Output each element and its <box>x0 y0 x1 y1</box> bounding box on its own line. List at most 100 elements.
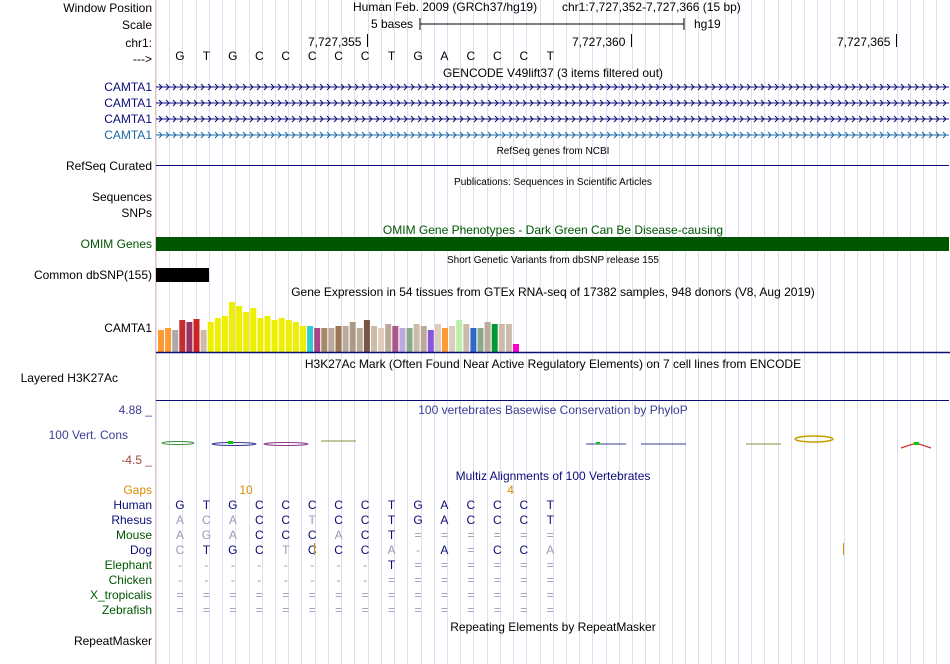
strand-chevron <box>928 115 933 123</box>
strand-chevron <box>935 131 940 139</box>
dbsnp-label[interactable]: Common dbSNP(155) <box>33 268 152 282</box>
species-label[interactable]: Dog <box>129 543 152 557</box>
gtex-tissue-bar <box>300 326 306 352</box>
strand-chevron <box>515 99 520 107</box>
gencode-track-label[interactable]: CAMTA1 <box>104 80 152 94</box>
strand-arrow-label: ---> <box>133 52 152 66</box>
reference-base: T <box>546 49 554 63</box>
omim-gene-bar[interactable] <box>156 237 949 251</box>
publications-label[interactable]: Sequences <box>91 190 152 204</box>
species-label[interactable]: Chicken <box>108 573 152 587</box>
gaps-label: Gaps <box>123 483 152 497</box>
alignment-base: C <box>519 543 529 557</box>
strand-chevron <box>690 99 695 107</box>
gencode-transcript[interactable] <box>156 82 950 92</box>
gtex-tissue-bar <box>477 328 484 352</box>
strand-chevron <box>445 83 450 91</box>
gtex-tissue-bar <box>456 320 463 352</box>
species-label[interactable]: X_tropicalis <box>89 588 152 602</box>
gencode-track-label[interactable]: CAMTA1 <box>104 96 152 110</box>
strand-chevron <box>165 115 170 123</box>
strand-chevron <box>249 131 254 139</box>
strand-chevron <box>200 99 205 107</box>
strand-chevron <box>627 115 632 123</box>
repeatmasker-label[interactable]: RepeatMasker <box>73 634 152 648</box>
species-label[interactable]: Elephant <box>104 558 152 572</box>
gencode-track-label[interactable]: CAMTA1 <box>104 112 152 126</box>
alignment-base: C <box>360 498 370 512</box>
multiz-title: Multiz Alignments of 100 Vertebrates <box>455 469 651 483</box>
strand-chevron <box>242 99 247 107</box>
alignment-base: = <box>467 603 475 617</box>
strand-chevron <box>662 115 667 123</box>
strand-chevron <box>683 131 688 139</box>
strand-chevron <box>935 115 940 123</box>
strand-chevron <box>354 131 359 139</box>
strand-chevron <box>746 83 751 91</box>
strand-chevron <box>781 83 786 91</box>
strand-chevron <box>697 83 702 91</box>
strand-chevron <box>704 99 709 107</box>
strand-chevron <box>193 115 198 123</box>
strand-chevron <box>529 131 534 139</box>
alignment-base: C <box>202 513 211 527</box>
strand-chevron <box>564 83 569 91</box>
strand-chevron <box>571 99 576 107</box>
alignment-base: = <box>255 588 263 602</box>
strand-chevron <box>795 99 800 107</box>
strand-chevron <box>767 83 772 91</box>
strand-chevron <box>802 99 807 107</box>
species-label[interactable]: Zebrafish <box>101 603 152 617</box>
strand-chevron <box>200 131 205 139</box>
gtex-tissue-bar <box>186 322 193 352</box>
species-label[interactable]: Rhesus <box>111 513 152 527</box>
gencode-track-label[interactable]: CAMTA1 <box>104 128 152 142</box>
phylop-signal[interactable] <box>156 432 950 454</box>
strand-chevron <box>851 131 856 139</box>
omim-label[interactable]: OMIM Genes <box>80 237 152 251</box>
strand-chevron <box>774 99 779 107</box>
strand-chevron <box>417 83 422 91</box>
strand-chevron <box>928 83 933 91</box>
strand-chevron <box>291 115 296 123</box>
scale-label: Scale <box>121 18 152 32</box>
alignment-base: = <box>493 573 501 587</box>
strand-chevron <box>753 115 758 123</box>
refseq-title: RefSeq genes from NCBI <box>496 146 610 157</box>
dbsnp-variant-bar[interactable] <box>156 268 209 282</box>
strand-chevron <box>284 99 289 107</box>
strand-chevron <box>487 115 492 123</box>
h3k27ac-label[interactable]: Layered H3K27Ac <box>20 371 118 385</box>
refseq-gene-line[interactable] <box>156 165 949 166</box>
gencode-transcript[interactable] <box>156 114 950 124</box>
strand-chevron <box>697 115 702 123</box>
strand-chevron <box>543 115 548 123</box>
gtex-bar-chart[interactable] <box>156 298 950 354</box>
alignment-base: - <box>204 558 209 572</box>
strand-chevron <box>907 131 912 139</box>
strand-chevron <box>263 131 268 139</box>
chrom-label: chr1: <box>125 36 152 50</box>
gtex-label[interactable]: CAMTA1 <box>104 321 152 335</box>
strand-chevron <box>466 99 471 107</box>
strand-chevron <box>305 83 310 91</box>
gencode-transcript[interactable] <box>156 130 950 140</box>
alignment-base: C <box>281 513 291 527</box>
strand-chevron <box>172 83 177 91</box>
species-label[interactable]: Human <box>113 498 152 512</box>
gtex-tissue-bar <box>264 316 271 352</box>
gencode-transcript[interactable] <box>156 98 950 108</box>
strand-chevron <box>158 99 163 107</box>
snps-label[interactable]: SNPs <box>121 206 152 220</box>
species-label[interactable]: Mouse <box>115 528 152 542</box>
strand-chevron <box>326 83 331 91</box>
phylop-label[interactable]: 100 Vert. Cons <box>48 428 128 442</box>
strand-chevron <box>732 83 737 91</box>
strand-chevron <box>550 83 555 91</box>
strand-chevron <box>494 115 499 123</box>
strand-chevron <box>935 99 940 107</box>
refseq-label[interactable]: RefSeq Curated <box>65 159 152 173</box>
strand-chevron <box>340 131 345 139</box>
strand-chevron <box>249 83 254 91</box>
